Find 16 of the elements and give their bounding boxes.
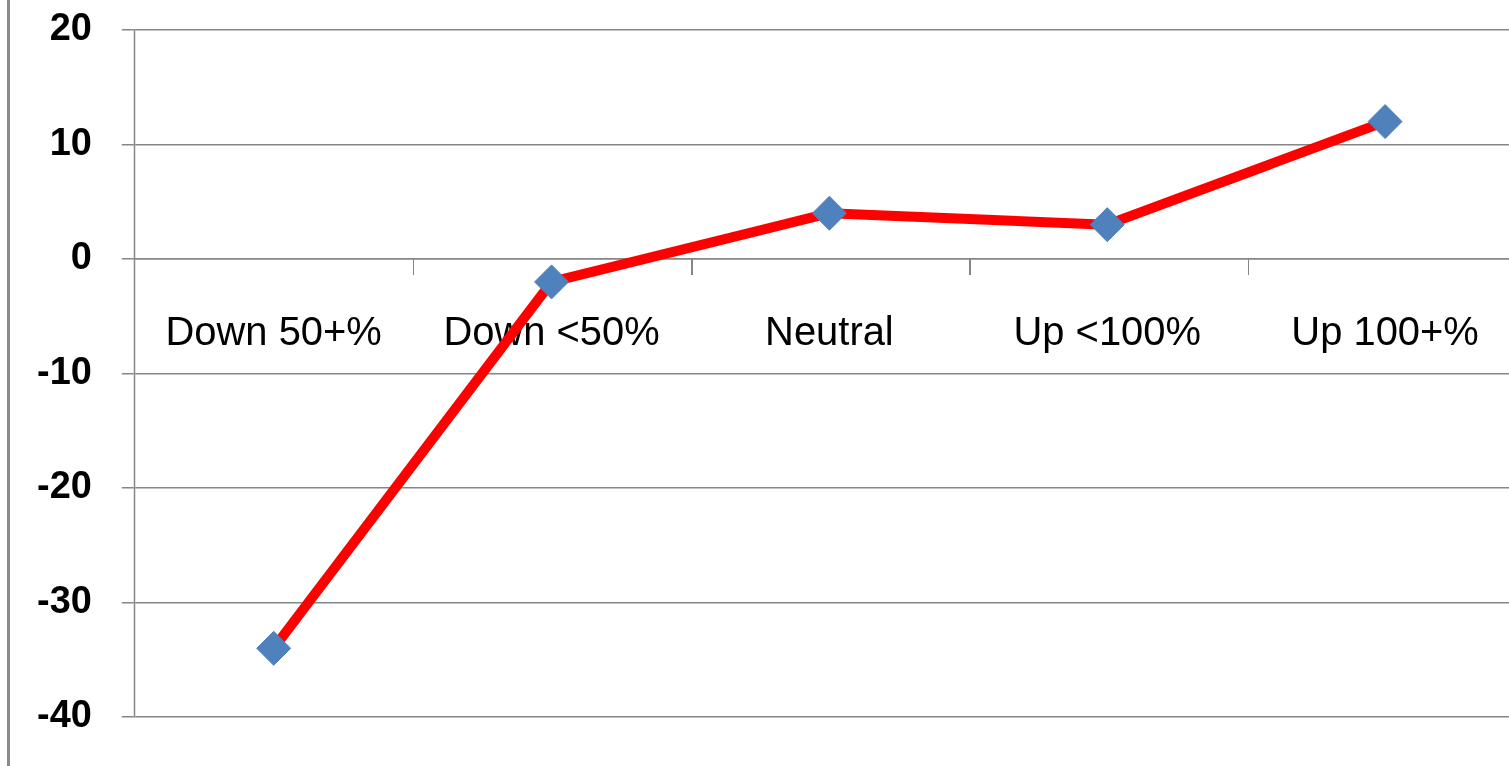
point <box>1089 207 1125 243</box>
y-tick-label: -20 <box>37 464 92 507</box>
x-tick-label: Up 100+% <box>1291 309 1479 354</box>
y-tick-label: 10 <box>49 120 92 163</box>
point <box>534 264 570 300</box>
y-tick-label: 20 <box>49 6 92 49</box>
y-tick-label: -10 <box>37 349 92 392</box>
point <box>1367 104 1403 140</box>
x-tick-label: Up <100% <box>1013 309 1202 354</box>
point <box>811 195 847 231</box>
y-tick-label: -30 <box>37 578 92 621</box>
y-tick-label: -40 <box>37 693 92 736</box>
x-tick-label: Neutral <box>765 309 894 354</box>
y-tick-label: 0 <box>70 235 92 278</box>
point <box>256 630 292 666</box>
x-tick-label: Down 50+% <box>165 309 382 354</box>
